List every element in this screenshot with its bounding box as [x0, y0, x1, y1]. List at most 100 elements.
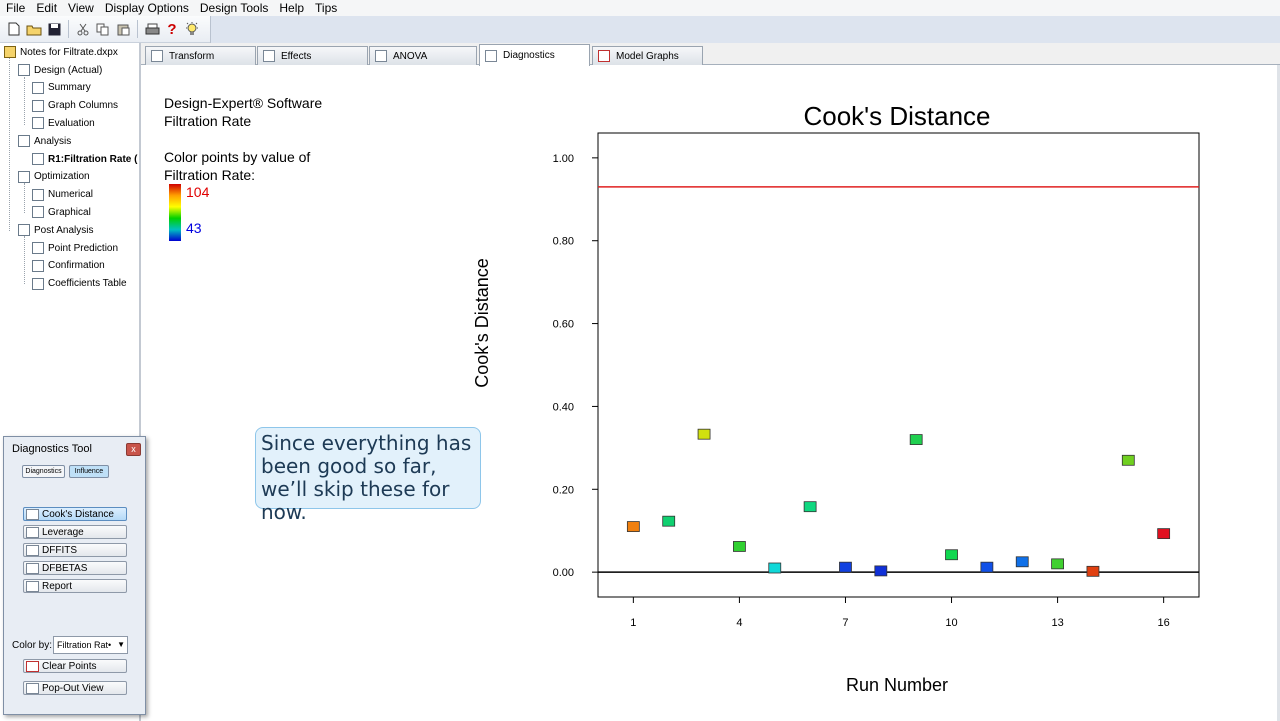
data-point[interactable] [662, 515, 676, 527]
paste-icon[interactable] [113, 19, 133, 39]
pop-out-view-button[interactable]: Pop-Out View [23, 681, 127, 695]
button-label: Cook's Distance [42, 508, 114, 520]
data-point[interactable] [1051, 558, 1064, 570]
tree-item-label: Analysis [34, 135, 72, 147]
x-tick-label: 1 [630, 617, 636, 629]
tree-item[interactable]: Optimization [18, 169, 90, 185]
data-point[interactable] [909, 434, 923, 445]
chart-title: Cook's Distance [803, 101, 990, 131]
effects-icon [263, 50, 275, 62]
tab-label: Transform [169, 50, 215, 62]
menu-view[interactable]: View [68, 1, 94, 15]
toolbar-empty-area [210, 16, 1280, 43]
folder-icon [4, 46, 16, 58]
data-point[interactable] [803, 501, 817, 513]
x-axis-label: Run Number [846, 675, 948, 695]
model-graphs-icon [598, 50, 610, 62]
open-folder-icon[interactable] [24, 19, 44, 39]
influence-tab-button[interactable]: Influence [69, 465, 109, 478]
dfbetas-button[interactable]: DFBETAS [23, 561, 127, 575]
new-file-icon[interactable] [4, 19, 24, 39]
data-point[interactable] [1157, 528, 1171, 540]
menu-file[interactable]: File [6, 1, 26, 15]
button-label: Report [42, 580, 73, 592]
tree-root[interactable]: Notes for Filtrate.dxpx [4, 44, 118, 60]
button-label: DFFITS [42, 544, 77, 556]
data-point[interactable] [945, 549, 958, 561]
tree-item[interactable]: R1:Filtration Rate ( [32, 151, 137, 167]
y-tick-label: 0.20 [553, 484, 574, 496]
tree-item[interactable]: Graph Columns [32, 98, 118, 114]
button-label: DFBETAS [42, 562, 88, 574]
tree-item-icon [32, 117, 44, 130]
diagnostics-icon [485, 49, 497, 62]
data-point[interactable] [733, 541, 746, 552]
color-by-select[interactable]: Filtration Rat• ▼ [53, 636, 128, 654]
menu-tips[interactable]: Tips [315, 1, 338, 15]
menu-design-tools[interactable]: Design Tools [199, 1, 269, 15]
color-by-label: Color points by value of [164, 149, 311, 165]
data-point[interactable] [768, 562, 782, 574]
menu-help[interactable]: Help [279, 1, 305, 15]
tree-guide-line [24, 183, 25, 213]
diagnostics-tab-button[interactable]: Diagnostics [22, 465, 65, 478]
close-icon[interactable]: x [126, 443, 141, 456]
response-label: Filtration Rate [164, 113, 252, 129]
tree-item[interactable]: Numerical [32, 187, 93, 203]
tip-bulb-icon[interactable] [182, 19, 202, 39]
save-icon[interactable] [44, 19, 64, 39]
data-point[interactable] [1121, 454, 1135, 466]
tab-diagnostics[interactable]: Diagnostics [479, 44, 590, 66]
color-scale-bar [169, 184, 181, 241]
tree-item[interactable]: Analysis [18, 133, 71, 149]
diagnostics-tool-title: Diagnostics Tool [12, 443, 92, 455]
tree-item-icon [32, 259, 44, 272]
help-icon[interactable]: ? [167, 20, 177, 38]
tree-item-icon [32, 277, 44, 290]
tab-effects[interactable]: Effects [257, 46, 368, 65]
tab-transform[interactable]: Transform [145, 46, 256, 65]
tree-item[interactable]: Design (Actual) [18, 62, 102, 78]
y-tick-label: 0.00 [553, 567, 574, 579]
print-icon[interactable] [142, 19, 162, 39]
clear-points-button[interactable]: Clear Points [23, 659, 127, 673]
tree-item-label: Point Prediction [48, 242, 119, 254]
tree-item-icon [32, 206, 44, 219]
x-tick-label: 4 [736, 617, 742, 629]
tree-item[interactable]: Evaluation [32, 115, 95, 131]
color-by-response: Filtration Rate: [164, 167, 256, 183]
tab-model-graphs[interactable]: Model Graphs [592, 46, 703, 65]
tree-item[interactable]: Point Prediction [32, 240, 118, 256]
dffits-button[interactable]: DFFITS [23, 543, 127, 557]
data-point[interactable] [839, 561, 852, 573]
leverage-button[interactable]: Leverage [23, 525, 127, 539]
data-point[interactable] [874, 565, 888, 577]
cooks-distance-button[interactable]: Cook's Distance [23, 507, 127, 521]
tree-item[interactable]: Post Analysis [18, 222, 93, 238]
tree-item[interactable]: Summary [32, 80, 91, 96]
cut-icon[interactable] [73, 19, 93, 39]
tree-item-icon [32, 99, 44, 112]
data-point[interactable] [626, 521, 640, 532]
menu-display-options[interactable]: Display Options [104, 1, 189, 15]
menu-edit[interactable]: Edit [36, 1, 58, 15]
data-points [626, 428, 1171, 577]
y-tick-label: 0.40 [553, 401, 574, 413]
tab-label: Effects [281, 50, 312, 62]
vertical-scrollbar[interactable] [1277, 65, 1280, 721]
button-label: Pop-Out View [42, 682, 104, 694]
data-point[interactable] [980, 561, 994, 573]
x-tick-label: 13 [1051, 617, 1063, 629]
tab-anova[interactable]: ANOVA [369, 46, 477, 65]
tree-item[interactable]: Confirmation [32, 258, 105, 274]
report-button[interactable]: Report [23, 579, 127, 593]
copy-icon[interactable] [93, 19, 113, 39]
data-point[interactable] [697, 428, 711, 440]
tree-item[interactable]: Coefficients Table [32, 276, 127, 292]
button-label: Clear Points [42, 660, 97, 672]
data-point[interactable] [1015, 556, 1029, 568]
data-point[interactable] [1086, 565, 1100, 577]
tree-item[interactable]: Graphical [32, 204, 91, 220]
pop-out-icon [26, 682, 39, 694]
color-by-label: Color by: [12, 640, 53, 651]
